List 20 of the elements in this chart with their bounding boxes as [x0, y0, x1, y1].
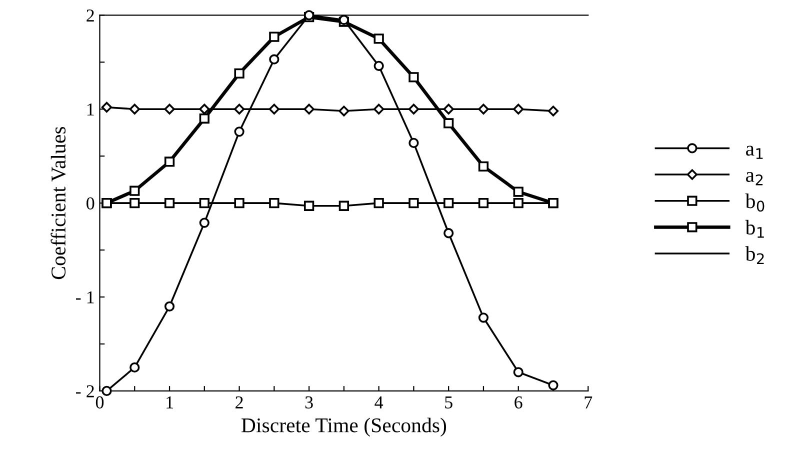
legend-label: a$_{1}$	[746, 146, 763, 159]
legend-label: b$_{2}$	[745, 246, 764, 264]
x-axis-title: Discrete Time (Seconds)	[242, 418, 446, 437]
x-tick-label: 3	[305, 396, 313, 408]
legend-label: b$_{0}$	[745, 194, 764, 212]
y-tick-label: - 2	[76, 385, 94, 398]
y-tick-label: 0	[86, 197, 94, 210]
x-tick-label: 0	[96, 396, 104, 408]
x-tick-label: 1	[166, 396, 173, 408]
x-tick-label: 6	[514, 396, 522, 408]
x-tick-label: 2	[236, 396, 243, 408]
x-tick-label: 4	[374, 396, 384, 408]
legend-label: a$_{2}$	[746, 172, 763, 186]
y-tick-label: 2	[86, 10, 94, 22]
y-tick-label: - 1	[76, 291, 94, 304]
x-tick-label: 7	[584, 396, 592, 408]
legend-label: b$_{1}$	[745, 220, 764, 238]
y-axis-title: Coefficient Values	[50, 126, 66, 280]
x-tick-label: 5	[445, 396, 452, 408]
y-tick-label: 1	[87, 103, 94, 116]
